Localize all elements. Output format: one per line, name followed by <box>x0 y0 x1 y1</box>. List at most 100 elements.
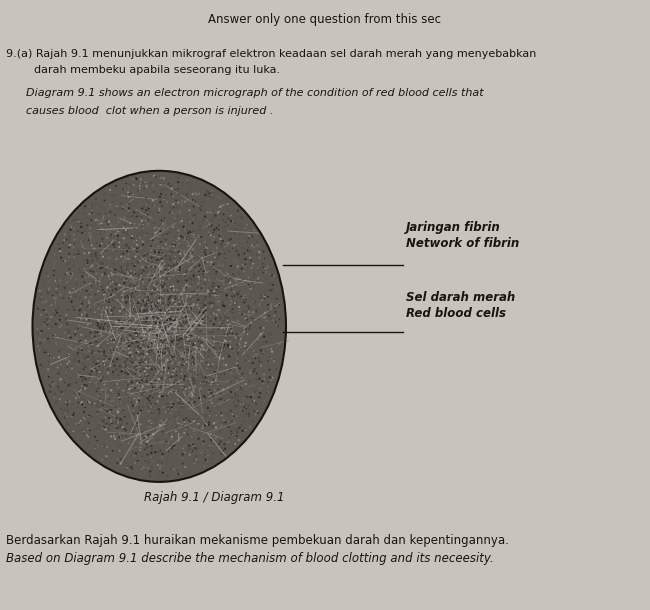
Point <box>62 268 72 278</box>
Point <box>67 240 77 249</box>
Point <box>127 259 137 268</box>
Point <box>179 418 190 428</box>
Point <box>92 442 103 451</box>
Point <box>129 464 140 473</box>
Point <box>157 309 167 319</box>
Point <box>235 226 246 235</box>
Point <box>122 265 132 274</box>
Point <box>255 340 266 350</box>
Point <box>104 394 114 404</box>
Point <box>149 329 159 339</box>
Point <box>174 328 184 338</box>
Point <box>155 331 165 341</box>
Point <box>196 283 207 293</box>
Point <box>131 253 142 263</box>
Point <box>180 344 190 354</box>
Point <box>249 273 259 283</box>
Point <box>141 256 151 265</box>
Point <box>187 329 197 339</box>
Point <box>228 412 239 422</box>
Point <box>215 394 226 404</box>
Point <box>45 387 55 396</box>
Point <box>46 300 57 310</box>
Point <box>197 423 207 433</box>
Point <box>101 314 112 324</box>
Point <box>140 309 150 318</box>
Point <box>144 283 155 293</box>
Point <box>134 378 144 387</box>
Point <box>88 309 98 319</box>
Point <box>153 320 163 329</box>
Point <box>98 323 109 333</box>
Point <box>82 213 92 223</box>
Point <box>185 379 195 389</box>
Point <box>209 259 219 269</box>
Point <box>185 232 195 242</box>
Point <box>138 402 148 412</box>
Point <box>99 406 110 416</box>
Point <box>77 299 87 309</box>
Point <box>172 326 182 336</box>
Point <box>204 362 214 371</box>
Point <box>226 234 236 244</box>
Point <box>113 213 124 223</box>
Point <box>140 334 150 343</box>
Point <box>64 243 74 253</box>
Point <box>147 310 157 320</box>
Point <box>164 364 174 373</box>
Point <box>136 271 146 281</box>
Point <box>243 311 254 321</box>
Point <box>172 202 182 212</box>
Point <box>150 347 161 357</box>
Point <box>142 249 152 259</box>
Point <box>256 328 266 337</box>
Point <box>84 398 95 407</box>
Point <box>223 385 233 395</box>
Point <box>142 320 153 329</box>
Point <box>168 326 178 336</box>
Point <box>47 290 58 300</box>
Point <box>168 303 178 313</box>
Point <box>250 333 260 343</box>
Point <box>146 448 157 458</box>
Point <box>90 361 101 370</box>
Point <box>151 172 161 182</box>
Point <box>151 320 161 329</box>
Point <box>107 325 117 335</box>
Point <box>187 359 198 369</box>
Point <box>158 320 168 329</box>
Point <box>169 330 179 340</box>
Point <box>74 265 85 274</box>
Point <box>155 320 166 330</box>
Point <box>153 282 163 292</box>
Point <box>194 260 205 270</box>
Point <box>157 427 168 437</box>
Point <box>154 321 164 331</box>
Point <box>102 388 112 398</box>
Point <box>227 344 237 354</box>
Point <box>160 230 170 240</box>
Point <box>149 313 159 323</box>
Point <box>127 384 138 394</box>
Point <box>181 280 191 290</box>
Point <box>181 193 192 203</box>
Point <box>164 292 175 302</box>
Point <box>157 173 167 182</box>
Point <box>76 343 86 353</box>
Point <box>162 331 172 341</box>
Point <box>192 432 202 442</box>
Point <box>83 320 93 330</box>
Point <box>252 250 262 260</box>
Point <box>177 259 188 268</box>
Point <box>168 354 179 364</box>
Point <box>135 443 146 453</box>
Point <box>161 395 172 405</box>
Point <box>174 323 184 332</box>
Point <box>159 318 170 328</box>
Point <box>108 348 118 358</box>
Point <box>148 321 159 331</box>
Point <box>219 439 229 449</box>
Point <box>154 391 164 401</box>
Point <box>178 309 188 319</box>
Point <box>60 229 70 239</box>
